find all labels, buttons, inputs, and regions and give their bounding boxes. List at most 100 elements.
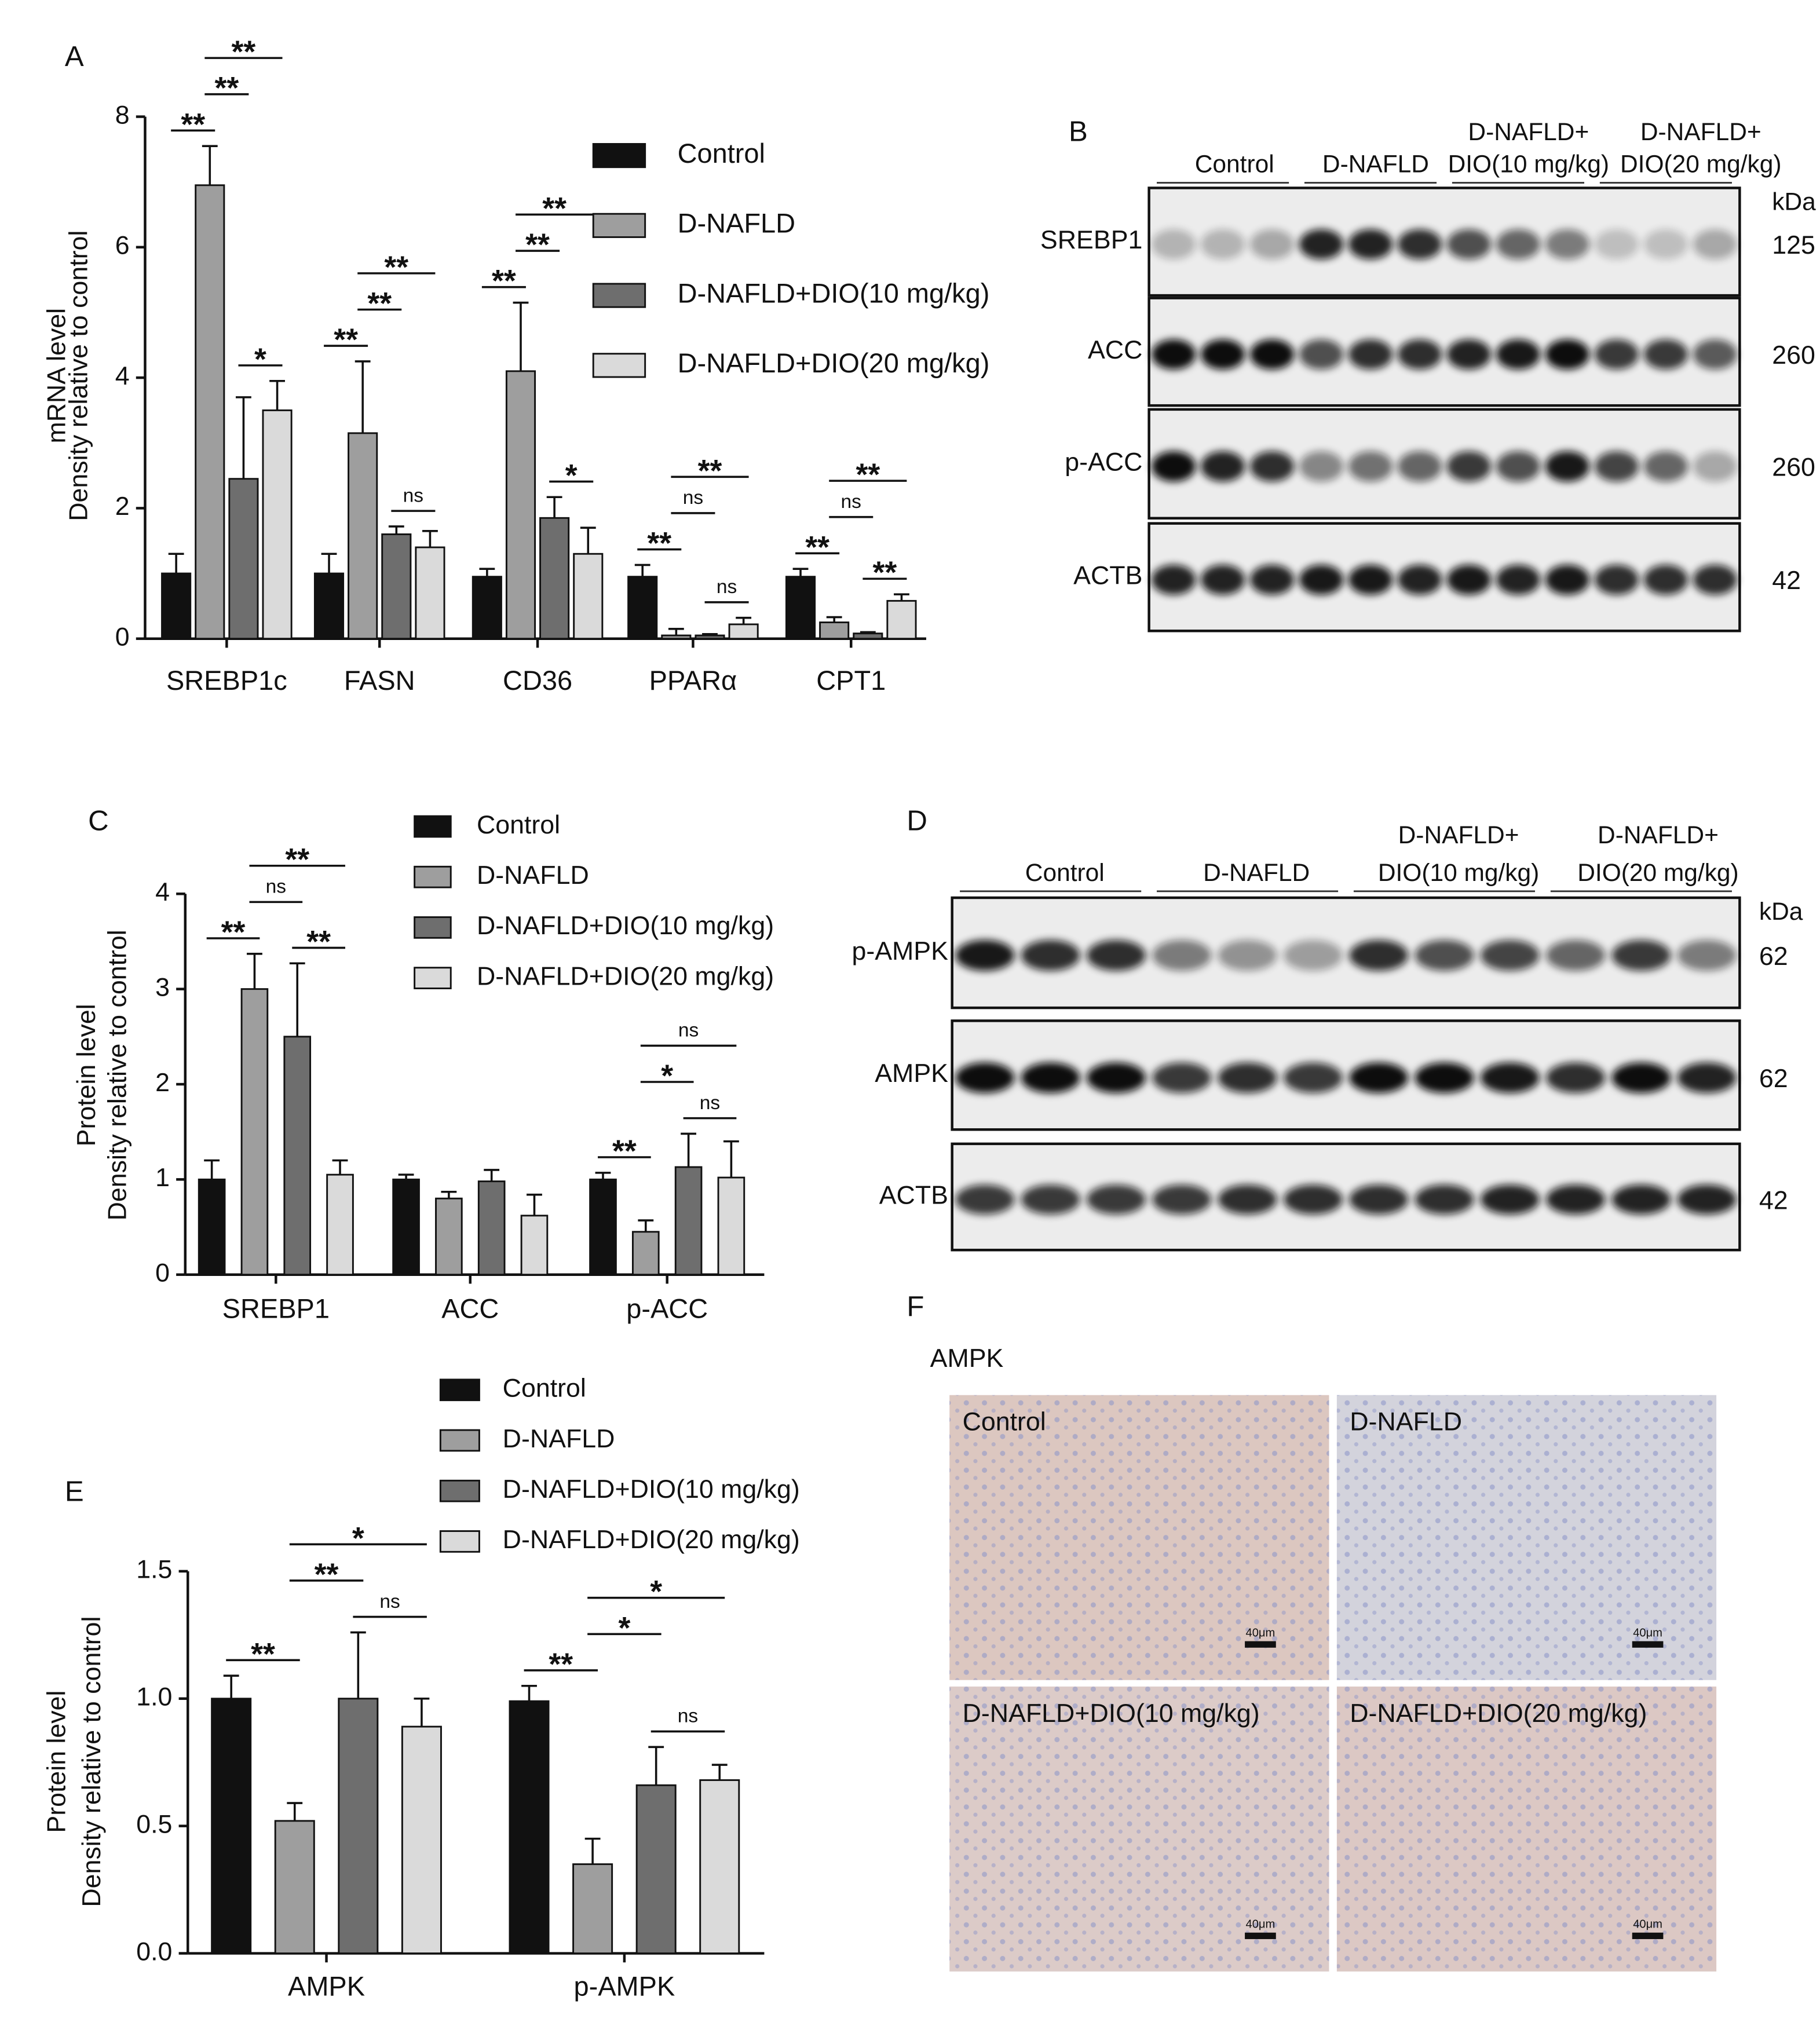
significance-label: ns [678,1020,699,1041]
blot-band [1415,939,1474,971]
legend-label: Control [678,138,765,169]
bar [401,1725,442,1955]
blot-membrane [951,896,1741,1010]
blot-band [955,939,1015,971]
blot-band [1594,451,1639,482]
histology-texture [1336,1395,1717,1680]
legend-swatch [439,1530,480,1553]
bar [572,1863,613,1955]
significance-label: ** [805,530,829,565]
legend-swatch [414,865,452,888]
significance-label: ** [251,1637,275,1672]
bar [589,1178,617,1276]
bar [717,1176,745,1276]
blot-band [1218,1184,1277,1215]
size-label: 62 [1759,942,1788,971]
bar [853,632,883,640]
x-tick-label: CPT1 [816,665,886,696]
blot-band [1299,451,1344,482]
blot-band [1611,939,1671,971]
panel-letter: B [1069,116,1088,148]
blot-band [1249,229,1295,259]
bar [573,553,604,640]
significance-label: ** [492,264,516,298]
y-tick-label: 0 [155,1259,170,1288]
blot-band [1349,1184,1409,1215]
bar [661,634,692,640]
x-tick-label: SREBP1 [222,1293,330,1324]
histology-texture [949,1686,1329,1972]
legend-label: D-NAFLD+DIO(20 mg/kg) [678,348,990,378]
blot-band [1594,229,1639,259]
y-axis-label: Density relative to control [64,231,93,521]
significance-label: ns [700,1092,720,1114]
blot-band [1021,939,1080,971]
image-label: Control [963,1408,1046,1436]
significance-label: * [254,342,266,376]
blot-band [1677,1062,1737,1094]
lane-group-label: DIO(20 mg/kg) [1577,860,1738,887]
blot-band [1021,1062,1080,1094]
lane-group-label: D-NAFLD [1322,151,1429,178]
y-tick-label: 6 [115,232,130,260]
blot-band [1086,1184,1146,1215]
blot-band [1200,564,1245,595]
significance-label: * [650,1574,662,1609]
blot-band [1446,451,1492,482]
significance-label: ns [379,1591,400,1612]
blot-band [1349,939,1409,971]
bar [635,1784,677,1955]
bar [520,1215,549,1276]
panel-letter: C [88,804,109,836]
blot-band [1643,564,1689,595]
x-tick-label: p-ACC [626,1293,708,1324]
blot-band [1496,339,1541,370]
blot-band [1348,451,1393,482]
row-label: p-AMPK [851,937,948,966]
x-tick-label: PPARα [649,665,737,696]
blot-band [1086,939,1146,971]
size-label: 62 [1759,1065,1788,1093]
image-label: D-NAFLD+DIO(10 mg/kg) [963,1699,1260,1728]
x-tick-label: p-AMPK [573,1970,675,2001]
y-axis-label: Protein level [42,1691,71,1833]
lane-group-label: Control [1195,151,1274,178]
y-tick-label: 4 [155,878,170,906]
blot-band [1496,451,1541,482]
image-label: D-NAFLD+DIO(20 mg/kg) [1350,1699,1647,1728]
significance-label: ** [856,458,880,492]
scale-label: 40μm [1633,1626,1662,1639]
lane-group-label: D-NAFLD+ [1640,119,1761,146]
scale-bar [1632,1932,1664,1939]
row-label: AMPK [875,1059,948,1088]
blot-band [1677,939,1737,971]
y-axis-label: mRNA level [42,308,71,444]
legend-label: D-NAFLD+DIO(20 mg/kg) [503,1526,800,1554]
x-tick-label: FASN [344,665,415,696]
lane-group-label: D-NAFLD+ [1468,119,1589,146]
bar [509,1700,550,1955]
significance-label: ** [306,924,331,959]
blot-band [1611,1062,1671,1094]
significance-label: ** [221,915,246,949]
row-label: SREBP1 [1040,226,1142,254]
significance-label: ns [841,491,861,513]
row-label: p-ACC [1065,448,1142,477]
bar [627,576,658,640]
bar [228,478,259,640]
blot-band [1283,939,1343,971]
significance-label: ** [612,1133,637,1168]
blot-band [1218,939,1277,971]
legend-swatch [592,283,646,308]
y-tick-label: 0.0 [136,1937,172,1966]
legend-label: Control [477,811,560,839]
row-label: ACTB [879,1181,948,1209]
significance-label: ** [647,526,671,561]
scale-label: 40μm [1633,1918,1662,1931]
blot-band [1446,339,1492,370]
significance-label: ns [683,487,703,509]
bar [198,1178,226,1276]
blot-band [1218,1062,1277,1094]
legend-swatch [592,353,646,378]
x-tick-label: SREBP1c [166,665,287,696]
